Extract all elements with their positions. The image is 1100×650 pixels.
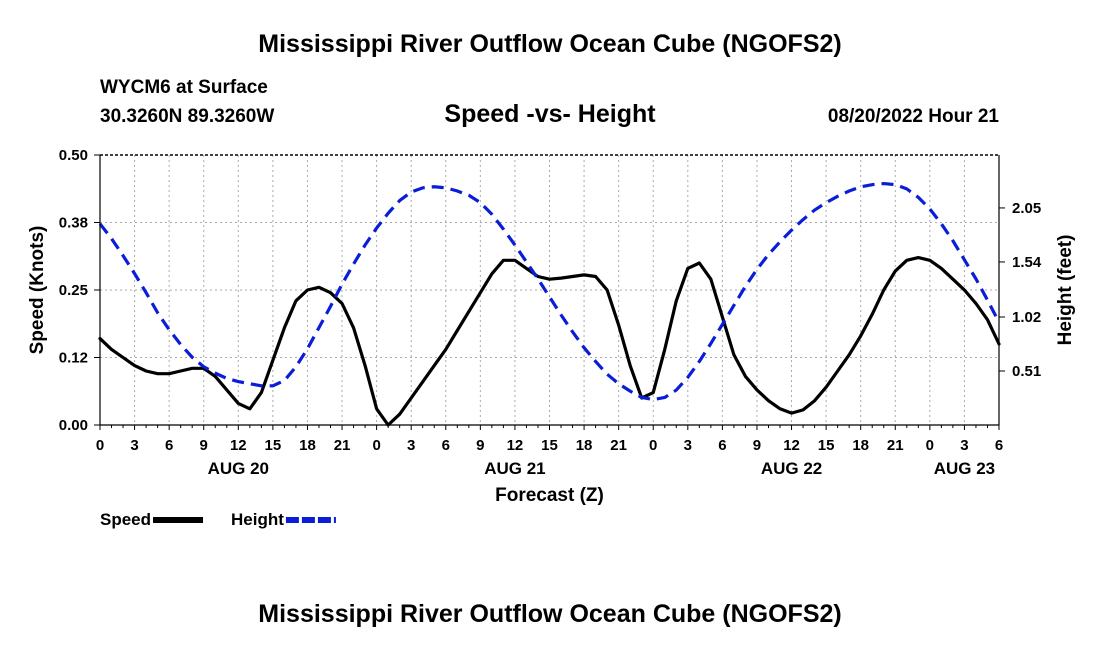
- y-left-tick-label-1: 0.12: [59, 350, 88, 367]
- legend-label-speed: Speed: [100, 510, 151, 529]
- x-tick-label-7: 21: [334, 437, 351, 454]
- chart-subtitle: Speed -vs- Height: [444, 100, 656, 128]
- footer-title: Mississippi River Outflow Ocean Cube (NG…: [258, 600, 842, 628]
- x-tick-label-26: 6: [995, 437, 1003, 454]
- height-series-line: [98, 181, 1001, 402]
- y-right-tick-label-2: 1.54: [1012, 254, 1042, 271]
- y-right-tick-label-3: 2.05: [1012, 200, 1041, 217]
- station-label: WYCM6 at Surface: [100, 77, 268, 98]
- x-tick-label-8: 0: [372, 437, 380, 454]
- x-tick-label-6: 18: [299, 437, 316, 454]
- x-tick-label-22: 18: [852, 437, 869, 454]
- location-label: 30.3260N 89.3260W: [100, 106, 275, 127]
- x-tick-label-4: 12: [230, 437, 247, 454]
- x-tick-label-25: 3: [960, 437, 968, 454]
- x-tick-label-10: 6: [442, 437, 450, 454]
- y-left-tick-label-3: 0.38: [59, 215, 88, 232]
- x-tick-label-11: 9: [476, 437, 484, 454]
- y-left-tick-label-2: 0.25: [59, 282, 88, 299]
- label-layer: 0 3 6 9 12 15 18 21 0 3 6 9 12 15 18 21 0 3 6 9 12 15 18 21 0 3 6A…: [27, 147, 1076, 506]
- y-left-axis-title: Speed (Knots): [27, 226, 48, 355]
- x-tick-label-2: 6: [165, 437, 173, 454]
- x-tick-label-3: 9: [200, 437, 208, 454]
- x-tick-label-9: 3: [407, 437, 415, 454]
- x-tick-label-5: 15: [265, 437, 282, 454]
- legend-label-height: Height: [231, 510, 284, 529]
- x-tick-label-23: 21: [887, 437, 904, 454]
- axis-layer: [94, 154, 1005, 430]
- day-label-3: AUG 23: [934, 459, 995, 478]
- series-layer: [98, 181, 1001, 427]
- x-tick-label-0: 0: [96, 437, 104, 454]
- x-tick-label-13: 15: [541, 437, 558, 454]
- date-label: 08/20/2022 Hour 21: [827, 106, 999, 127]
- x-tick-label-19: 9: [753, 437, 761, 454]
- x-tick-label-15: 21: [610, 437, 627, 454]
- y-right-tick-label-1: 1.02: [1012, 309, 1041, 326]
- y-right-tick-label-0: 0.51: [1012, 363, 1041, 380]
- x-tick-label-20: 12: [783, 437, 800, 454]
- legend-layer: Speed Height: [100, 510, 336, 529]
- day-label-2: AUG 22: [761, 459, 822, 478]
- x-tick-label-17: 3: [684, 437, 692, 454]
- x-tick-label-18: 6: [718, 437, 726, 454]
- grid-layer: [100, 155, 999, 425]
- y-right-axis-title: Height (feet): [1055, 235, 1076, 346]
- x-tick-label-16: 0: [649, 437, 657, 454]
- day-label-1: AUG 21: [484, 459, 545, 478]
- y-left-tick-label-4: 0.50: [59, 147, 88, 164]
- x-tick-label-24: 0: [926, 437, 934, 454]
- chart-title: Mississippi River Outflow Ocean Cube (NG…: [258, 30, 842, 58]
- day-label-0: AUG 20: [208, 459, 269, 478]
- x-tick-label-21: 15: [818, 437, 835, 454]
- y-left-tick-label-0: 0.00: [59, 417, 88, 434]
- x-tick-label-1: 3: [130, 437, 138, 454]
- x-axis-title: Forecast (Z): [495, 485, 604, 506]
- x-tick-label-12: 12: [507, 437, 524, 454]
- speed-series-line: [98, 256, 1001, 427]
- x-tick-label-14: 18: [576, 437, 593, 454]
